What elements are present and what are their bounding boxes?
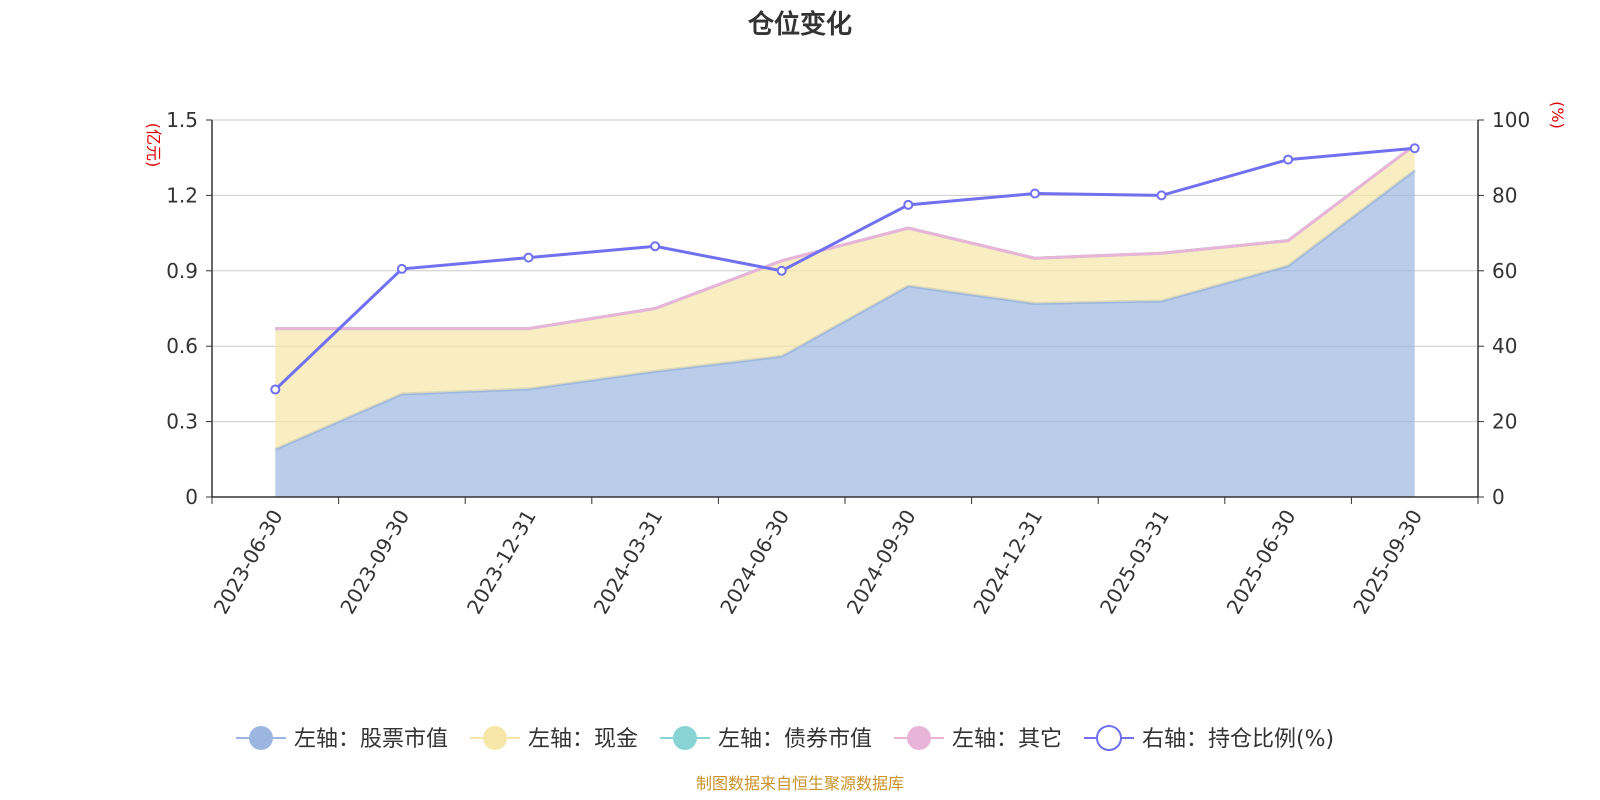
left-axis-tick-label: 0.9: [166, 259, 198, 283]
ratio-point: [903, 199, 914, 210]
legend-marker: [1096, 725, 1122, 751]
legend-item: 左轴：股票市值: [236, 726, 448, 752]
legend-marker: [673, 726, 697, 750]
right-axis-tick-label: 0: [1492, 485, 1505, 509]
source-footer: 制图数据来自恒生聚源数据库: [696, 774, 904, 793]
ratio-point: [1029, 188, 1040, 199]
ratio-point: [650, 241, 661, 252]
ratio-point: [396, 263, 407, 274]
left-axis-unit: (亿元): [144, 123, 163, 168]
left-axis-tick-label: 0.3: [166, 410, 198, 434]
x-axis-tick-label: 2025-09-30: [1348, 506, 1427, 619]
ratio-point: [1409, 143, 1420, 154]
legend-marker: [483, 726, 507, 750]
legend-label: 左轴：其它: [952, 727, 1062, 752]
x-axis-tick-label: 2023-06-30: [209, 506, 288, 619]
left-axis-tick-label: 0: [185, 485, 198, 509]
area-edge-line: [275, 143, 1416, 331]
area-series: [274, 143, 1416, 497]
legend-label: 右轴：持仓比例(%): [1142, 727, 1334, 752]
area-fill: [275, 170, 1415, 497]
right-axis-tick-label: 100: [1492, 108, 1530, 132]
legend-marker: [249, 726, 273, 750]
legend-item: 左轴：现金: [470, 726, 638, 752]
right-axis-tick-label: 20: [1492, 410, 1517, 434]
left-axis-tick-label: 1.2: [166, 183, 198, 207]
x-axis-tick-label: 2024-12-31: [968, 506, 1047, 619]
right-axis-tick-label: 80: [1492, 183, 1517, 207]
line-series: [270, 143, 1420, 395]
ratio-point: [523, 252, 534, 263]
chart-title: 仓位变化: [747, 9, 852, 40]
right-axis-tick-label: 40: [1492, 334, 1517, 358]
legend-label: 左轴：债券市值: [718, 727, 872, 752]
ratio-line: [274, 146, 1415, 391]
legend: 左轴：股票市值 左轴：现金 左轴：债券市值 左轴：其它 右轴：持仓比例(%): [236, 725, 1334, 752]
x-axis-tick-label: 2023-09-30: [335, 506, 414, 619]
ratio-point: [1156, 190, 1167, 201]
x-axis-tick-label: 2023-12-31: [462, 506, 541, 619]
ratio-point: [1283, 154, 1294, 165]
left-axis-tick-label: 0.6: [166, 334, 198, 358]
x-axis-tick-label: 2024-03-31: [589, 506, 668, 619]
right-axis-tick-label: 60: [1492, 259, 1517, 283]
ratio-point: [776, 265, 787, 276]
right-axis-unit: (%): [1548, 101, 1567, 129]
area-fill: [275, 145, 1415, 450]
x-axis-tick-label: 2025-06-30: [1222, 506, 1301, 619]
legend-item: 左轴：其它: [894, 726, 1062, 752]
ratio-point: [270, 384, 281, 395]
legend-marker: [907, 726, 931, 750]
legend-label: 左轴：现金: [528, 727, 638, 752]
legend-item: 右轴：持仓比例(%): [1084, 725, 1334, 752]
x-axis-tick-label: 2024-06-30: [715, 506, 794, 619]
left-axis-tick-label: 1.5: [166, 108, 198, 132]
x-axis-tick-label: 2024-09-30: [842, 506, 921, 619]
legend-label: 左轴：股票市值: [294, 727, 448, 752]
legend-item: 左轴：债券市值: [660, 726, 872, 752]
x-axis-tick-label: 2025-03-31: [1095, 506, 1174, 619]
